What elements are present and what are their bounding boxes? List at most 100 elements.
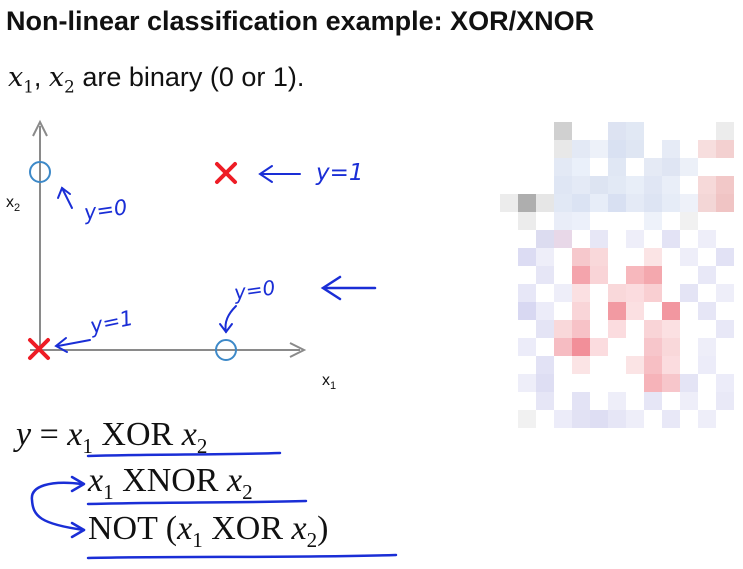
top-right-arrow-icon	[258, 165, 301, 183]
mosaic-cell	[716, 374, 734, 392]
xnor-underline	[86, 499, 308, 506]
mosaic-cell	[500, 194, 518, 212]
mosaic-cell	[680, 392, 698, 410]
mosaic-cell	[698, 410, 716, 428]
mosaic-cell	[590, 266, 608, 284]
mosaic-cell	[644, 212, 662, 230]
xor-plot: x2 x1 y=0 y=1 y=1 y=0	[0, 110, 380, 400]
mosaic-cell	[608, 122, 626, 140]
mosaic-cell	[554, 158, 572, 176]
mosaic-cell	[644, 374, 662, 392]
mosaic-cell	[608, 410, 626, 428]
mosaic-cell	[554, 230, 572, 248]
mosaic-cell	[590, 248, 608, 266]
y-axis	[32, 119, 48, 350]
mosaic-cell	[572, 302, 590, 320]
mosaic-cell	[680, 194, 698, 212]
mosaic-cell	[680, 158, 698, 176]
mosaic-cell	[518, 212, 536, 230]
mosaic-cell	[698, 194, 716, 212]
mosaic-cell	[518, 284, 536, 302]
mosaic-cell	[644, 338, 662, 356]
mosaic-cell	[680, 284, 698, 302]
mosaic-cell	[698, 230, 716, 248]
mosaic-cell	[626, 140, 644, 158]
mosaic-cell	[590, 194, 608, 212]
mosaic-cell	[626, 230, 644, 248]
mosaic-cell	[698, 140, 716, 158]
mosaic-cell	[572, 176, 590, 194]
mosaic-cell	[680, 248, 698, 266]
annotation-top-right: y=1	[316, 160, 364, 186]
mosaic-cell	[698, 176, 716, 194]
middle-arrow-icon	[320, 275, 377, 301]
mosaic-cell	[536, 266, 554, 284]
equation-not-xor: NOT (x1 XOR x2)	[88, 510, 329, 552]
mosaic-cell	[662, 338, 680, 356]
mosaic-cell	[644, 392, 662, 410]
mosaic-cell	[680, 212, 698, 230]
mosaic-cell	[662, 194, 680, 212]
mosaic-cell	[644, 284, 662, 302]
mosaic-cell	[572, 194, 590, 212]
mosaic-cell	[716, 320, 734, 338]
mosaic-cell	[626, 356, 644, 374]
mosaic-cell	[518, 374, 536, 392]
bottom-left-arrow-icon	[54, 337, 91, 353]
mosaic-cell	[626, 266, 644, 284]
mosaic-cell	[536, 374, 554, 392]
mosaic-cell	[554, 176, 572, 194]
mosaic-cell	[608, 158, 626, 176]
mosaic-cell	[536, 356, 554, 374]
mosaic-cell	[590, 176, 608, 194]
point-top-left-circle	[29, 161, 51, 183]
x-axis-label: x1	[322, 372, 337, 393]
mosaic-cell	[716, 392, 734, 410]
mosaic-cell	[572, 248, 590, 266]
mosaic-cell	[590, 410, 608, 428]
mosaic-cell	[716, 122, 734, 140]
point-origin-cross	[28, 338, 50, 360]
mosaic-cell	[572, 356, 590, 374]
mosaic-cell	[680, 374, 698, 392]
mosaic-cell	[644, 266, 662, 284]
mosaic-cell	[644, 320, 662, 338]
mosaic-cell	[662, 158, 680, 176]
mosaic-cell	[644, 194, 662, 212]
mosaic-cell	[572, 212, 590, 230]
xor-underline	[86, 451, 282, 458]
x-axis	[30, 342, 307, 358]
mosaic-cell	[536, 194, 554, 212]
mosaic-cell	[608, 140, 626, 158]
mosaic-cell	[662, 320, 680, 338]
mosaic-cell	[518, 302, 536, 320]
point-bottom-right-circle	[215, 339, 237, 361]
mosaic-cell	[572, 338, 590, 356]
mosaic-cell	[518, 194, 536, 212]
mosaic-cell	[716, 194, 734, 212]
mosaic-cell	[536, 392, 554, 410]
mosaic-cell	[590, 338, 608, 356]
mosaic-cell	[626, 284, 644, 302]
mosaic-cell	[554, 338, 572, 356]
mosaic-cell	[608, 392, 626, 410]
mosaic-cell	[626, 122, 644, 140]
mosaic-cell	[608, 284, 626, 302]
mosaic-cell	[608, 302, 626, 320]
mosaic-cell	[590, 140, 608, 158]
mosaic-cell	[554, 140, 572, 158]
plot-canvas	[28, 119, 377, 361]
mosaic-cell	[662, 302, 680, 320]
mosaic-cell	[662, 410, 680, 428]
subtitle: x1, x2 are binary (0 or 1).	[8, 62, 305, 97]
equation-xor: y = x1 XOR x2	[16, 416, 208, 458]
mosaic-cell	[716, 248, 734, 266]
mosaic-cell	[572, 410, 590, 428]
pixelated-image	[500, 122, 734, 428]
mosaic-cell	[608, 194, 626, 212]
mosaic-cell	[716, 176, 734, 194]
mosaic-cell	[572, 158, 590, 176]
mosaic-cell	[626, 194, 644, 212]
mosaic-cell	[644, 248, 662, 266]
mosaic-cell	[518, 248, 536, 266]
